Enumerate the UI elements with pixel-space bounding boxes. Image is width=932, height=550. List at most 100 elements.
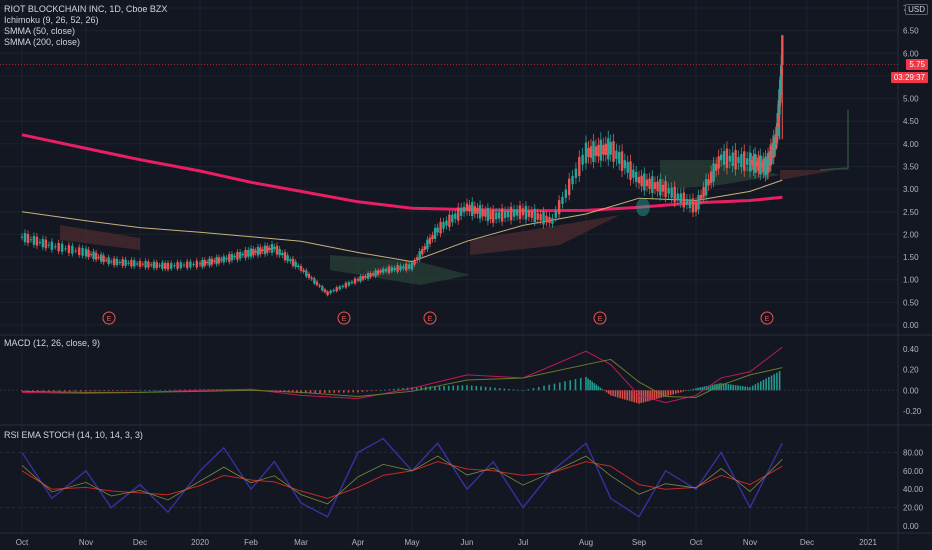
- currency-button[interactable]: USD: [905, 4, 928, 15]
- time-axis-tick: Dec: [133, 538, 147, 547]
- candle-body: [47, 244, 51, 246]
- candle-body: [620, 151, 624, 171]
- macd-histogram-bar: [564, 381, 566, 391]
- candle-body: [597, 144, 600, 157]
- candle-body: [87, 249, 90, 258]
- candle-body: [465, 203, 469, 212]
- macd-histogram-bar: [484, 386, 487, 391]
- candle-body: [195, 260, 198, 268]
- candle-body: [626, 162, 629, 173]
- candle-body: [307, 273, 311, 278]
- candle-body: [489, 211, 492, 220]
- stoch-legend[interactable]: RSI EMA STOCH (14, 10, 14, 3, 3): [4, 430, 143, 440]
- macd-histogram-bar: [174, 389, 176, 391]
- macd-histogram-bar: [89, 390, 92, 392]
- macd-histogram-bar: [527, 389, 530, 391]
- smma50-label[interactable]: SMMA (50, close): [4, 26, 76, 36]
- candle-body: [545, 215, 548, 223]
- candle-body: [752, 156, 755, 170]
- candle-body: [170, 263, 173, 269]
- candle-body: [110, 261, 113, 263]
- macd-histogram-bar: [415, 387, 418, 391]
- macd-histogram-bar: [498, 388, 501, 391]
- macd-histogram-bar: [388, 389, 391, 391]
- candle-body: [176, 262, 179, 269]
- macd-histogram-bar: [612, 390, 614, 397]
- stoch-axis-tick: 20.00: [903, 504, 924, 513]
- macd-histogram-bar: [770, 375, 773, 391]
- macd-histogram-bar: [338, 390, 340, 393]
- candle-body: [473, 206, 477, 214]
- macd-histogram-bar: [494, 387, 496, 391]
- macd-histogram-bar: [737, 385, 739, 391]
- candle-body: [387, 266, 391, 274]
- candle-body: [186, 261, 189, 269]
- earnings-marker: [102, 311, 116, 325]
- time-axis-tick: 2020: [191, 538, 209, 547]
- candle-body: [38, 241, 42, 243]
- candle-body: [356, 278, 360, 281]
- macd-histogram-bar: [587, 378, 589, 391]
- candle-body: [266, 245, 269, 253]
- candle-body: [152, 261, 156, 269]
- candle-body: [118, 261, 122, 263]
- candle-body: [651, 176, 654, 193]
- smma200-label[interactable]: SMMA (200, close): [4, 37, 81, 47]
- candle-body: [462, 206, 466, 213]
- candle-body: [369, 273, 372, 278]
- candle-body: [769, 145, 773, 166]
- macd-histogram-bar: [169, 389, 171, 391]
- macd-histogram-bar: [589, 380, 591, 391]
- stoch-axis-tick: 0.00: [903, 522, 919, 531]
- macd-histogram-bar: [411, 387, 413, 391]
- candle-body: [135, 263, 139, 265]
- macd-histogram-bar: [699, 387, 701, 391]
- candle-body: [506, 210, 510, 218]
- macd-histogram-bar: [732, 384, 734, 391]
- candle-body: [81, 248, 84, 256]
- macd-histogram-bar: [628, 390, 631, 401]
- time-axis-tick: May: [404, 538, 419, 547]
- macd-histogram-bar: [773, 374, 776, 391]
- candle-body: [471, 202, 474, 217]
- candle-body: [442, 221, 445, 229]
- candle-body: [26, 233, 30, 244]
- candle-body: [776, 112, 779, 136]
- candle-body: [445, 220, 448, 226]
- candle-body: [310, 277, 313, 280]
- price-axis-tick: 2.00: [903, 230, 919, 239]
- macd-legend[interactable]: MACD (12, 26, close, 9): [4, 338, 101, 348]
- macd-histogram-bar: [189, 389, 191, 391]
- macd-histogram-bar: [626, 390, 629, 401]
- macd-histogram-bar: [300, 390, 302, 394]
- candle-body: [712, 163, 715, 182]
- candle-body: [728, 155, 732, 162]
- macd-histogram-bar: [517, 389, 520, 391]
- candle-body: [755, 161, 759, 167]
- candle-body: [484, 210, 487, 217]
- candle-body: [725, 148, 729, 169]
- candle-body: [35, 236, 39, 246]
- candle-body: [702, 187, 705, 198]
- macd-histogram-bar: [370, 390, 373, 392]
- candle-body: [704, 179, 708, 196]
- time-axis-tick: Sep: [632, 538, 647, 547]
- candle-body: [637, 176, 641, 184]
- macd-histogram-bar: [134, 390, 137, 391]
- macd-histogram-bar: [714, 384, 716, 391]
- symbol-title[interactable]: RIOT BLOCKCHAIN INC, 1D, Cboe BZX: [4, 4, 168, 14]
- macd-histogram-bar: [443, 386, 445, 391]
- candle-body: [254, 250, 257, 253]
- macd-histogram-bar: [452, 385, 455, 391]
- candle-body: [198, 263, 202, 265]
- macd-histogram-bar: [754, 384, 757, 391]
- macd-histogram-bar: [357, 390, 359, 393]
- macd-histogram-bar: [631, 390, 633, 402]
- macd-histogram-bar: [558, 382, 561, 391]
- ichimoku-label[interactable]: Ichimoku (9, 26, 52, 26): [4, 15, 99, 25]
- macd-histogram-bar: [275, 390, 277, 392]
- macd-histogram-bar: [287, 390, 290, 393]
- macd-histogram-bar: [712, 384, 714, 391]
- macd-histogram-bar: [94, 390, 96, 392]
